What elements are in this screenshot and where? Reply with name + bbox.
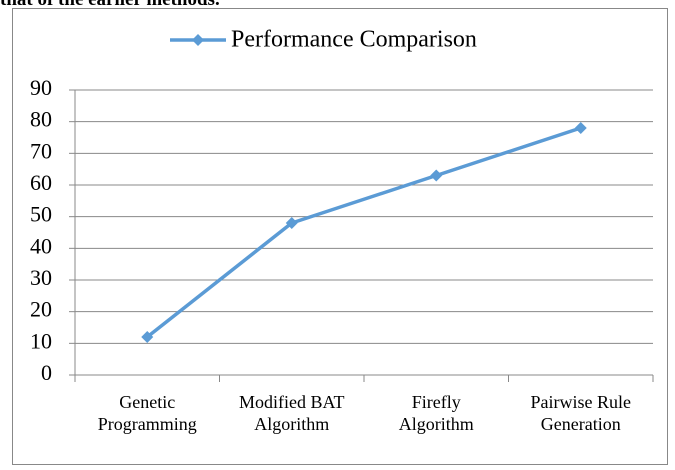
chart-border [12,8,668,465]
x-tick-label: Modified BAT Algorithm [239,392,345,434]
y-tick-label: 50 [30,202,52,227]
point-marker [285,217,298,229]
point-marker [430,169,443,182]
y-tick-label: 60 [30,170,52,195]
y-tick-label: 90 [30,75,52,100]
context-text: that of the earlier methods. [0,0,220,11]
y-tick-label: 40 [30,233,52,258]
y-tick-label: 80 [30,107,52,132]
legend-marker [192,34,204,46]
legend-label: Performance Comparison [231,27,477,53]
y-tick-label: 20 [30,297,52,322]
y-tick-label: 0 [41,360,52,385]
y-tick-label: 30 [30,265,52,290]
point-marker [574,122,587,134]
series-line [146,126,582,339]
y-tick-label: 10 [30,328,52,353]
y-tick-label: 70 [30,138,52,163]
x-tick-label: Genetic Programming [97,392,197,434]
x-tick-label: Pairwise Rule Generation [530,392,632,434]
x-tick-label: Firefly Algorithm [398,392,474,434]
point-marker [141,331,154,343]
